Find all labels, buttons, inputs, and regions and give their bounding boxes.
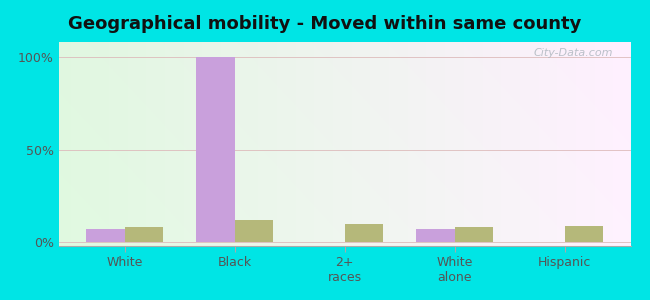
Bar bbox=[196, 57, 235, 242]
Bar bbox=[416, 229, 454, 242]
Text: Geographical mobility - Moved within same county: Geographical mobility - Moved within sam… bbox=[68, 15, 582, 33]
Bar bbox=[344, 224, 383, 242]
Bar bbox=[454, 227, 493, 242]
Bar bbox=[125, 227, 163, 242]
Bar bbox=[564, 226, 603, 242]
Bar bbox=[235, 220, 273, 242]
Bar bbox=[86, 229, 125, 242]
Text: City-Data.com: City-Data.com bbox=[534, 48, 614, 58]
